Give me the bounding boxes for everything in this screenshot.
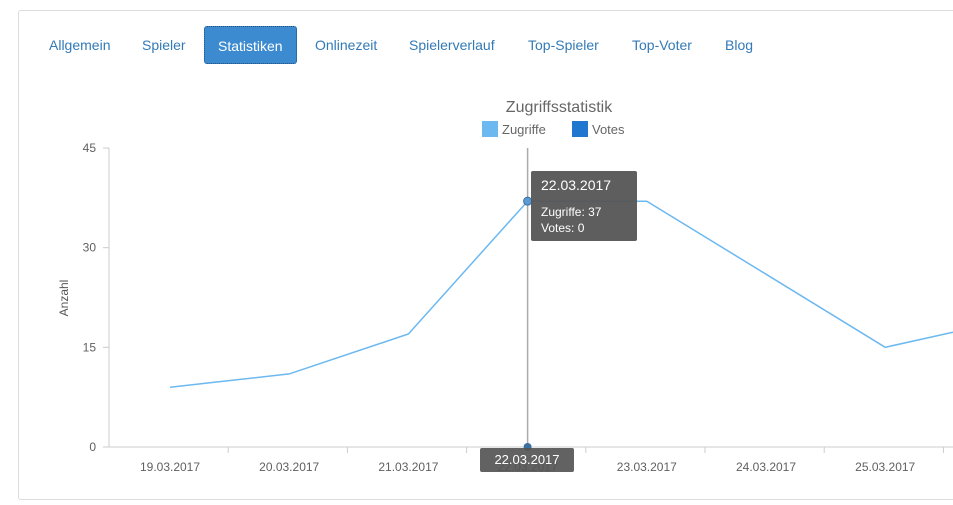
tooltip-date: 22.03.2017 (541, 177, 612, 193)
legend-swatch-votes (572, 121, 588, 137)
y-tick-label: 30 (83, 241, 97, 255)
legend-swatch-zugriffe (482, 121, 498, 137)
x-tick-label: 19.03.2017 (140, 460, 200, 474)
x-tick-label: 25.03.2017 (855, 460, 915, 474)
tab-top-spieler[interactable]: Top-Spieler (528, 37, 599, 53)
tab-onlinezeit[interactable]: Onlinezeit (315, 37, 378, 53)
y-tick-label: 45 (83, 141, 97, 155)
tab-spieler[interactable]: Spieler (142, 37, 186, 53)
tooltip-votes: Votes: 0 (541, 221, 585, 235)
data-tooltip: 22.03.2017 Zugriffe: 37 Votes: 0 (531, 171, 637, 241)
tab-allgemein[interactable]: Allgemein (49, 37, 111, 53)
x-tick-label: 24.03.2017 (736, 460, 796, 474)
legend: Zugriffe Votes (482, 121, 625, 137)
y-tick-label: 15 (83, 340, 97, 354)
tab-blog[interactable]: Blog (725, 37, 754, 53)
chart-title: Zugriffsstatistik (506, 99, 613, 116)
x-tick-label: 21.03.2017 (378, 460, 438, 474)
y-ticks: 0 15 30 45 (83, 141, 109, 454)
tab-top-voter[interactable]: Top-Voter (632, 37, 692, 53)
tab-spielerverlauf[interactable]: Spielerverlauf (409, 37, 495, 53)
legend-label-votes[interactable]: Votes (592, 122, 625, 137)
content-panel (18, 10, 953, 500)
tab-statistiken[interactable]: Statistiken (204, 26, 297, 64)
tooltip-zugriffe: Zugriffe: 37 (541, 205, 602, 219)
y-tick-label: 0 (89, 440, 96, 454)
x-tick-label: 23.03.2017 (617, 460, 677, 474)
x-axis-tooltip: 22.03.2017 (480, 448, 574, 472)
y-axis-label: Anzahl (57, 280, 71, 317)
legend-label-zugriffe[interactable]: Zugriffe (502, 122, 546, 137)
x-tick-label: 20.03.2017 (259, 460, 319, 474)
